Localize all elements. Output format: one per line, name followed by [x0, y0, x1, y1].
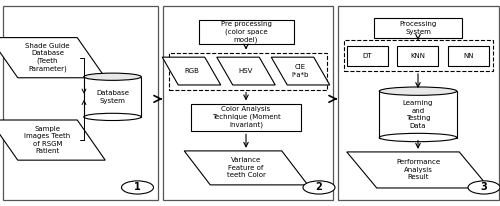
Text: Performance
Analysis
Result: Performance Analysis Result [396, 159, 440, 180]
Polygon shape [0, 120, 105, 160]
Bar [338, 6, 499, 200]
Bar [2, 6, 158, 200]
Bar [162, 6, 332, 200]
Polygon shape [271, 57, 330, 85]
Circle shape [468, 181, 500, 194]
Bar [198, 20, 294, 44]
Bar [191, 104, 301, 131]
Text: Color Analysis
Technique (Moment
Invariant): Color Analysis Technique (Moment Invaria… [212, 107, 280, 128]
Text: 3: 3 [480, 183, 488, 192]
Text: Sample
Images Teeth
of RSGM
Patient: Sample Images Teeth of RSGM Patient [24, 126, 70, 154]
Text: 2: 2 [316, 183, 322, 192]
Bar [374, 18, 462, 38]
Circle shape [303, 181, 335, 194]
Ellipse shape [380, 87, 457, 95]
Text: Shade Guide
Database
(Teeth
Parameter): Shade Guide Database (Teeth Parameter) [25, 43, 70, 73]
Text: HSV: HSV [239, 68, 253, 74]
Bar [448, 46, 490, 66]
Bar [344, 40, 492, 71]
Text: NN: NN [464, 53, 474, 59]
Bar [84, 77, 141, 117]
Text: DT: DT [362, 53, 372, 59]
Ellipse shape [84, 73, 141, 80]
Text: Database
System: Database System [96, 90, 129, 104]
Ellipse shape [84, 113, 141, 121]
Text: CIE
l*a*b: CIE l*a*b [292, 64, 309, 78]
Text: Variance
Feature of
teeth Color: Variance Feature of teeth Color [226, 157, 266, 178]
Text: RGB: RGB [184, 68, 199, 74]
Text: Processing
System: Processing System [400, 21, 436, 35]
Polygon shape [162, 57, 221, 85]
Polygon shape [184, 151, 308, 185]
Text: Learning
and
Testing
Data: Learning and Testing Data [403, 100, 433, 129]
Polygon shape [217, 57, 275, 85]
Bar [346, 46, 388, 66]
Text: Pre processing
(color space
model): Pre processing (color space model) [220, 21, 272, 43]
Polygon shape [0, 38, 105, 78]
Ellipse shape [380, 133, 457, 142]
Bar [169, 53, 326, 90]
Polygon shape [346, 152, 489, 188]
Bar [380, 91, 457, 138]
Text: 1: 1 [134, 183, 141, 192]
Bar [398, 46, 438, 66]
Text: KNN: KNN [410, 53, 426, 59]
Circle shape [122, 181, 154, 194]
